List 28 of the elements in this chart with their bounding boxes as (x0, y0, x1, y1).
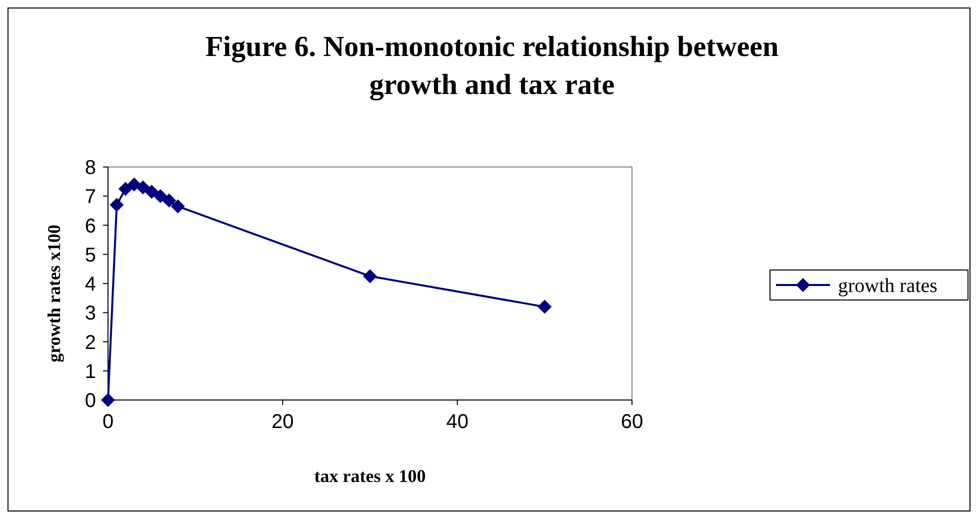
point (363, 269, 377, 284)
y-tick-label: 3 (84, 302, 96, 325)
point (144, 184, 159, 199)
x-tick-label: 20 (272, 411, 294, 433)
point (162, 193, 176, 208)
y-tick-label: 6 (84, 215, 96, 238)
x-tick-label: 60 (620, 411, 644, 433)
x-axis-title: tax rates x 100 (314, 466, 426, 486)
y-axis-title: growth rates x100 (44, 224, 64, 362)
y-tick-label: 1 (84, 360, 96, 383)
y-tick-label: 4 (84, 274, 96, 296)
legend-label: growth rates (838, 275, 938, 297)
point (101, 393, 115, 407)
y-tick-label: 8 (84, 157, 96, 179)
point (110, 198, 124, 212)
x-tick-label: 0 (102, 411, 114, 433)
point (118, 182, 132, 196)
y-tick-label: 7 (84, 186, 96, 208)
y-tick-label: 5 (84, 244, 96, 266)
point (127, 177, 142, 192)
x-tick-label: 40 (446, 411, 468, 433)
point (538, 300, 552, 314)
chart-title: Figure 6. Non-monotonic relationship between growth and tax rate (205, 31, 779, 101)
point (170, 199, 185, 214)
point (136, 180, 150, 194)
point (153, 189, 168, 204)
y-tick-label: 0 (84, 390, 96, 412)
y-tick-label: 2 (84, 332, 96, 354)
